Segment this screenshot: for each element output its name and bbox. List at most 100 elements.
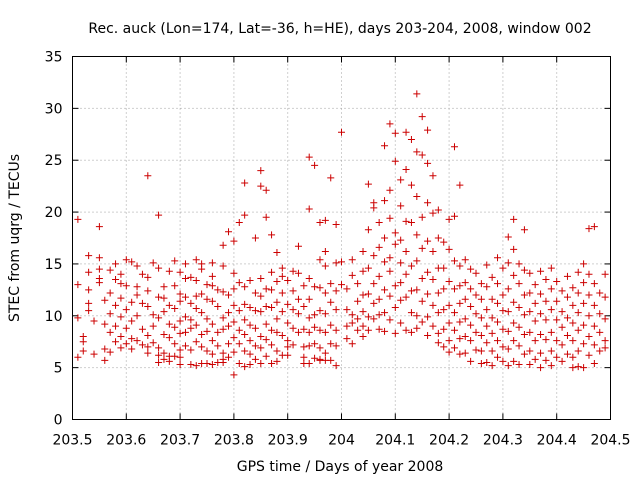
x-tick-label: 204.3 [483, 433, 523, 449]
data-point [208, 320, 216, 328]
data-point [165, 357, 173, 365]
data-point [311, 340, 319, 348]
data-point [531, 355, 539, 363]
data-point [251, 289, 259, 297]
data-point [300, 302, 308, 310]
data-point [467, 265, 475, 273]
data-point [477, 347, 485, 355]
data-point [321, 328, 329, 336]
data-point [553, 337, 561, 345]
data-point [144, 302, 152, 310]
data-point [155, 211, 163, 219]
data-point [445, 215, 453, 223]
data-point [198, 260, 206, 268]
data-point [542, 356, 550, 364]
data-point [477, 331, 485, 339]
data-point [101, 320, 109, 328]
data-point [181, 313, 189, 321]
data-point [504, 259, 512, 267]
y-tick-label: 15 [45, 257, 63, 273]
data-point [187, 299, 195, 307]
data-point [537, 310, 545, 318]
data-point [510, 337, 518, 345]
data-point [144, 343, 152, 351]
data-point [450, 143, 458, 151]
data-point [176, 353, 184, 361]
data-point [225, 291, 233, 299]
data-point [537, 364, 545, 372]
data-point [225, 309, 233, 317]
data-point [391, 229, 399, 237]
data-point [542, 275, 550, 283]
data-point [413, 148, 421, 156]
data-point [208, 361, 216, 369]
data-point [117, 313, 125, 321]
data-point [585, 351, 593, 359]
data-point [327, 298, 335, 306]
data-point [359, 308, 367, 316]
data-point [510, 319, 518, 327]
data-point [456, 282, 464, 290]
data-point [504, 327, 512, 335]
data-point [429, 172, 437, 180]
data-point [192, 256, 200, 264]
data-point [219, 262, 227, 270]
data-point [128, 317, 136, 325]
data-point [424, 126, 432, 134]
data-point [203, 295, 211, 303]
data-point [241, 363, 249, 371]
x-tick-label: 203.8 [214, 433, 254, 449]
data-point [273, 249, 281, 257]
data-point [397, 296, 405, 304]
data-point [203, 315, 211, 323]
data-point [246, 277, 254, 285]
data-point [515, 280, 523, 288]
data-point [477, 359, 485, 367]
data-point [569, 364, 577, 372]
x-tick-label: 203.6 [106, 433, 146, 449]
data-point [596, 310, 604, 318]
data-point [488, 362, 496, 370]
data-point [122, 340, 130, 348]
data-point [203, 281, 211, 289]
data-point [230, 371, 238, 379]
data-point [128, 298, 136, 306]
data-point [397, 279, 405, 287]
data-point [542, 316, 550, 324]
data-point [429, 322, 437, 330]
data-point [515, 323, 523, 331]
data-point [300, 343, 308, 351]
data-point [375, 272, 383, 280]
data-point [547, 264, 555, 272]
data-point [160, 294, 168, 302]
data-point [316, 256, 324, 264]
data-point [440, 325, 448, 333]
y-tick-label: 0 [54, 413, 63, 429]
data-point [155, 351, 163, 359]
data-point [74, 281, 82, 289]
data-point [558, 287, 566, 295]
data-point [278, 308, 286, 316]
data-point [278, 264, 286, 272]
data-point [219, 325, 227, 333]
data-point [407, 287, 415, 295]
data-point [246, 303, 254, 311]
data-point [526, 269, 534, 277]
data-point [316, 326, 324, 334]
data-point [332, 259, 340, 267]
data-point [386, 292, 394, 300]
data-point [321, 310, 329, 318]
data-point [278, 289, 286, 297]
data-point [176, 268, 184, 276]
data-point [402, 217, 410, 225]
data-point [563, 314, 571, 322]
data-point [375, 243, 383, 251]
data-point [504, 362, 512, 370]
data-point [563, 331, 571, 339]
data-point [467, 302, 475, 310]
y-tick-label: 30 [45, 101, 63, 117]
data-point [144, 287, 152, 295]
data-point [494, 337, 502, 345]
data-point [407, 181, 415, 189]
data-point [520, 330, 528, 338]
